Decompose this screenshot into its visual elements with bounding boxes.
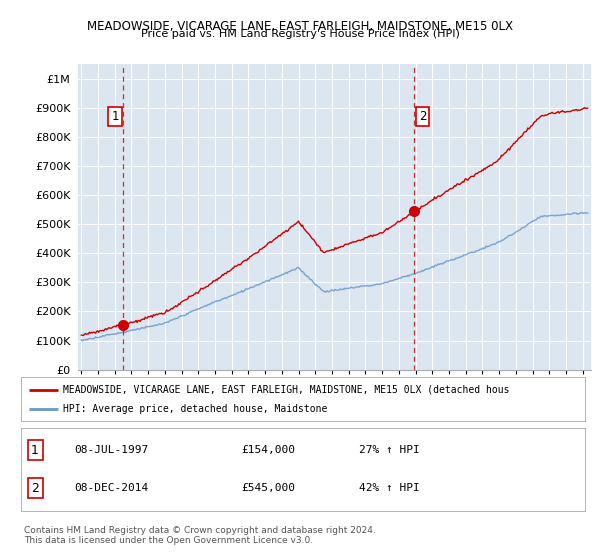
Text: MEADOWSIDE, VICARAGE LANE, EAST FARLEIGH, MAIDSTONE, ME15 0LX (detached hous: MEADOWSIDE, VICARAGE LANE, EAST FARLEIGH… xyxy=(64,385,510,395)
Text: This data is licensed under the Open Government Licence v3.0.: This data is licensed under the Open Gov… xyxy=(24,536,313,545)
Text: £545,000: £545,000 xyxy=(241,483,295,493)
Text: 08-DEC-2014: 08-DEC-2014 xyxy=(74,483,149,493)
Text: 27% ↑ HPI: 27% ↑ HPI xyxy=(359,445,420,455)
Text: £154,000: £154,000 xyxy=(241,445,295,455)
Text: 08-JUL-1997: 08-JUL-1997 xyxy=(74,445,149,455)
Text: 1: 1 xyxy=(112,110,119,123)
Text: HPI: Average price, detached house, Maidstone: HPI: Average price, detached house, Maid… xyxy=(64,404,328,414)
Text: 2: 2 xyxy=(31,482,39,495)
Text: MEADOWSIDE, VICARAGE LANE, EAST FARLEIGH, MAIDSTONE, ME15 0LX: MEADOWSIDE, VICARAGE LANE, EAST FARLEIGH… xyxy=(87,20,513,32)
Text: 42% ↑ HPI: 42% ↑ HPI xyxy=(359,483,420,493)
Text: 1: 1 xyxy=(31,444,39,457)
Text: Contains HM Land Registry data © Crown copyright and database right 2024.: Contains HM Land Registry data © Crown c… xyxy=(24,526,376,535)
Text: 2: 2 xyxy=(419,110,427,123)
Text: Price paid vs. HM Land Registry's House Price Index (HPI): Price paid vs. HM Land Registry's House … xyxy=(140,29,460,39)
